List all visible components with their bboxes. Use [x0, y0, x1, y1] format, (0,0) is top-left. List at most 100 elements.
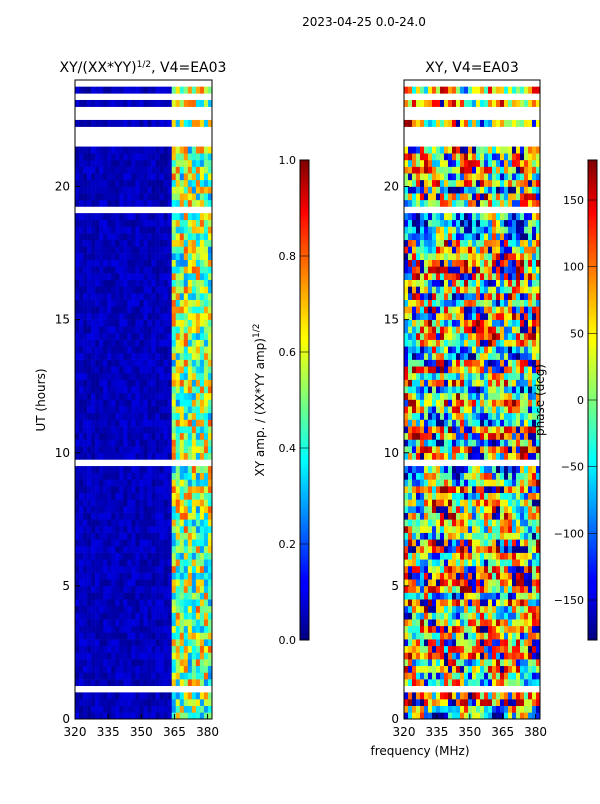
heatmap-cell — [180, 539, 184, 546]
heatmap-cell — [172, 153, 176, 160]
heatmap-cell — [460, 666, 464, 673]
heatmap-cell — [168, 506, 172, 513]
heatmap-cell — [83, 273, 87, 280]
heatmap-cell — [152, 153, 156, 160]
heatmap-cell — [103, 120, 107, 127]
heatmap-cell — [200, 559, 204, 566]
heatmap-cell — [135, 566, 139, 573]
heatmap-cell — [119, 333, 123, 340]
heatmap-cell — [528, 539, 532, 546]
heatmap-cell — [164, 193, 168, 200]
heatmap-cell — [156, 373, 160, 380]
heatmap-cell — [468, 593, 472, 600]
heatmap-cell — [156, 439, 160, 446]
heatmap-cell — [492, 712, 496, 719]
heatmap-cell — [127, 213, 131, 220]
heatmap-cell — [456, 366, 460, 373]
heatmap-cell — [188, 400, 192, 407]
heatmap-cell — [95, 266, 99, 273]
heatmap-cell — [512, 599, 516, 606]
heatmap-cell — [420, 666, 424, 673]
heatmap-cell — [91, 692, 95, 699]
heatmap-cell — [119, 639, 123, 646]
heatmap-cell — [460, 320, 464, 327]
heatmap-cell — [127, 340, 131, 347]
heatmap-cell — [480, 306, 484, 313]
heatmap-cell — [428, 366, 432, 373]
heatmap-cell — [528, 559, 532, 566]
heatmap-cell — [87, 579, 91, 586]
heatmap-cell — [91, 566, 95, 573]
heatmap-cell — [472, 393, 476, 400]
heatmap-cell — [152, 433, 156, 440]
heatmap-cell — [444, 646, 448, 653]
heatmap-cell — [520, 439, 524, 446]
heatmap-cell — [480, 346, 484, 353]
heatmap-cell — [148, 652, 152, 659]
heatmap-cell — [512, 486, 516, 493]
heatmap-cell — [448, 526, 452, 533]
heatmap-cell — [424, 619, 428, 626]
heatmap-cell — [184, 333, 188, 340]
heatmap-cell — [488, 526, 492, 533]
heatmap-cell — [168, 153, 172, 160]
heatmap-cell — [432, 613, 436, 620]
heatmap-cell — [196, 672, 200, 679]
heatmap-cell — [456, 672, 460, 679]
heatmap-cell — [532, 466, 536, 473]
heatmap-cell — [152, 180, 156, 187]
heatmap-cell — [420, 579, 424, 586]
heatmap-cell — [196, 499, 200, 506]
heatmap-cell — [484, 360, 488, 367]
heatmap-cell — [192, 573, 196, 580]
heatmap-cell — [436, 632, 440, 639]
heatmap-cell — [492, 626, 496, 633]
heatmap-cell — [448, 692, 452, 699]
heatmap-cell — [408, 659, 412, 666]
heatmap-cell — [480, 419, 484, 426]
heatmap-cell — [148, 240, 152, 247]
heatmap-cell — [188, 313, 192, 320]
heatmap-cell — [464, 679, 468, 686]
heatmap-cell — [460, 553, 464, 560]
heatmap-cell — [412, 380, 416, 387]
heatmap-cell — [115, 233, 119, 240]
heatmap-cell — [176, 639, 180, 646]
heatmap-cell — [135, 333, 139, 340]
heatmap-cell — [160, 546, 164, 553]
heatmap-cell — [79, 200, 83, 207]
heatmap-cell — [424, 366, 428, 373]
heatmap-cell — [432, 333, 436, 340]
heatmap-cell — [99, 426, 103, 433]
heatmap-cell — [148, 167, 152, 174]
heatmap-cell — [496, 513, 500, 520]
heatmap-cell — [103, 413, 107, 420]
heatmap-cell — [204, 439, 208, 446]
heatmap-cell — [152, 606, 156, 613]
heatmap-cell — [512, 413, 516, 420]
heatmap-cell — [184, 300, 188, 307]
heatmap-cell — [123, 593, 127, 600]
heatmap-cell — [200, 566, 204, 573]
heatmap-cell — [131, 260, 135, 267]
heatmap-cell — [184, 692, 188, 699]
heatmap-cell — [176, 419, 180, 426]
heatmap-cell — [184, 213, 188, 220]
heatmap-cell — [135, 692, 139, 699]
heatmap-cell — [180, 599, 184, 606]
heatmap-cell — [452, 546, 456, 553]
heatmap-cell — [492, 619, 496, 626]
heatmap-cell — [200, 233, 204, 240]
heatmap-cell — [107, 253, 111, 260]
heatmap-cell — [156, 286, 160, 293]
heatmap-cell — [107, 533, 111, 540]
heatmap-cell — [176, 226, 180, 233]
heatmap-cell — [103, 613, 107, 620]
heatmap-cell — [188, 419, 192, 426]
heatmap-cell — [516, 546, 520, 553]
heatmap-cell — [436, 406, 440, 413]
heatmap-cell — [456, 479, 460, 486]
heatmap-cell — [144, 180, 148, 187]
heatmap-cell — [488, 613, 492, 620]
heatmap-cell — [180, 120, 184, 127]
